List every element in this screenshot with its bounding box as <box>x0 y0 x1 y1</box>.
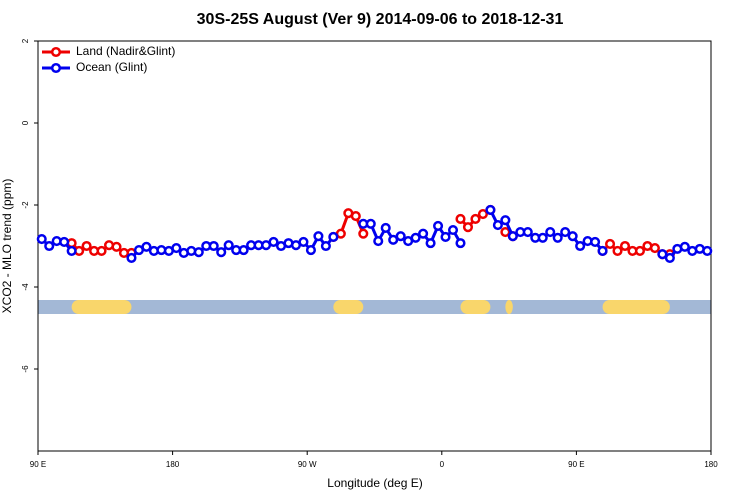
point <box>657 249 668 260</box>
point <box>567 231 578 242</box>
land-band <box>460 300 491 314</box>
land-band <box>505 300 513 314</box>
point <box>305 245 316 256</box>
point <box>522 227 533 238</box>
point <box>350 211 361 222</box>
point <box>492 220 503 231</box>
x-tick-label: 90 E <box>30 460 46 469</box>
point <box>365 218 376 229</box>
point <box>470 213 481 224</box>
point <box>575 240 586 252</box>
y-tick-label: -2 <box>21 201 30 209</box>
point <box>313 231 324 242</box>
point <box>223 240 234 251</box>
point <box>702 245 713 256</box>
point <box>634 245 646 256</box>
y-tick-label: 0 <box>21 120 30 125</box>
point <box>425 238 436 249</box>
point <box>96 245 107 256</box>
point <box>193 247 204 258</box>
land-band <box>602 300 670 314</box>
point <box>111 241 122 252</box>
point <box>477 208 488 220</box>
point <box>605 238 616 249</box>
point <box>440 231 451 243</box>
x-tick-label: 90 E <box>568 460 584 469</box>
point <box>373 236 384 247</box>
point <box>679 241 690 252</box>
point <box>388 234 399 245</box>
point <box>66 245 77 256</box>
point <box>320 240 331 252</box>
point <box>268 236 279 247</box>
point <box>537 232 548 243</box>
point <box>500 215 511 226</box>
point <box>500 227 511 238</box>
surface-band <box>38 300 711 314</box>
x-tick-label: 180 <box>704 460 718 469</box>
point <box>141 241 152 252</box>
point <box>410 232 421 243</box>
point <box>590 236 601 247</box>
point <box>545 227 556 238</box>
point <box>433 220 444 231</box>
legend-label: Land (Nadir&Glint) <box>76 44 175 58</box>
point <box>380 222 391 234</box>
x-tick-label: 0 <box>440 460 445 469</box>
point <box>418 228 429 239</box>
point <box>447 224 459 236</box>
point <box>358 228 369 239</box>
point <box>455 213 466 224</box>
point <box>238 245 249 256</box>
point <box>216 247 227 258</box>
point <box>597 245 608 256</box>
legend-marker <box>50 62 62 74</box>
y-tick-label: -4 <box>21 283 30 291</box>
point <box>560 227 571 238</box>
point <box>462 222 474 233</box>
y-axis-label: XCO2 - MLO trend (ppm) <box>0 179 14 314</box>
x-tick-label: 180 <box>166 460 180 469</box>
point <box>612 245 623 256</box>
x-tick-label: 90 W <box>298 460 317 469</box>
point <box>81 240 92 252</box>
chart-title: 30S-25S August (Ver 9) 2014-09-06 to 201… <box>197 11 564 28</box>
point <box>507 231 518 242</box>
y-tick-label: 2 <box>21 38 30 43</box>
point <box>649 243 660 254</box>
point <box>126 252 137 263</box>
point <box>455 238 466 249</box>
point <box>208 240 219 252</box>
point <box>619 240 631 252</box>
land-band <box>333 300 364 314</box>
legend-marker <box>50 46 62 58</box>
y-tick-label: -6 <box>21 365 30 373</box>
legend-label: Ocean (Glint) <box>76 60 147 74</box>
land-band <box>71 300 132 314</box>
point <box>485 204 496 215</box>
point <box>328 231 339 243</box>
plot-frame <box>37 40 712 452</box>
x-axis-label: Longitude (deg E) <box>327 476 422 490</box>
point <box>395 231 406 242</box>
point <box>36 233 47 245</box>
point <box>298 236 309 247</box>
point <box>552 232 563 243</box>
point <box>59 236 70 247</box>
point <box>664 252 675 263</box>
point <box>171 243 182 254</box>
point <box>44 240 55 252</box>
